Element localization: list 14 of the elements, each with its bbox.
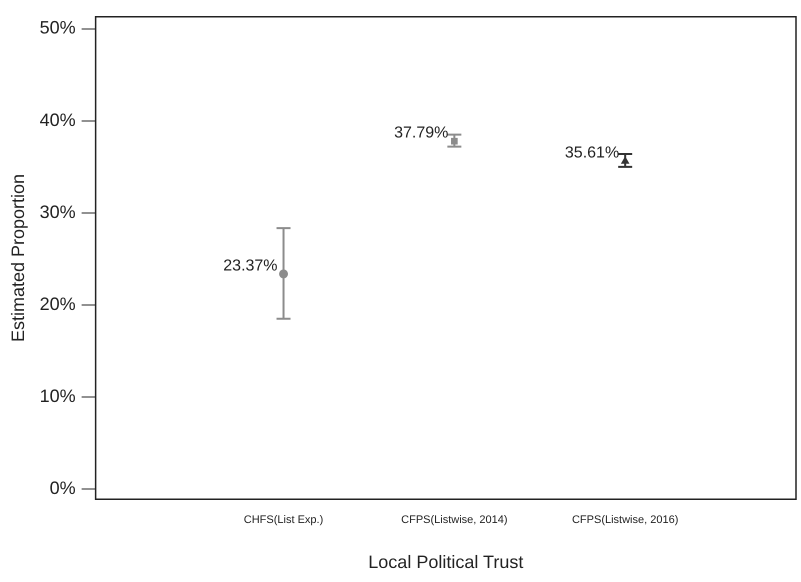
data-label: 23.37% — [223, 257, 278, 274]
y-tick-label: 40% — [40, 110, 76, 130]
data-label: 37.79% — [394, 124, 448, 142]
y-tick-label: 30% — [40, 202, 76, 222]
x-tick-label: CHFS(List Exp.) — [244, 514, 324, 526]
y-tick-label: 10% — [40, 386, 76, 406]
y-tick-label: 0% — [50, 478, 76, 498]
x-tick-label: CFPS(Listwise, 2016) — [572, 514, 678, 526]
data-label: 35.61% — [564, 144, 620, 162]
x-tick-label: CFPS(Listwise, 2014) — [401, 514, 508, 526]
y-tick-label: 50% — [40, 18, 76, 38]
x-axis-title: Local Political Trust — [368, 552, 524, 572]
y-axis-title: Estimated Proportion — [8, 174, 28, 342]
y-tick-label: 20% — [40, 294, 76, 314]
